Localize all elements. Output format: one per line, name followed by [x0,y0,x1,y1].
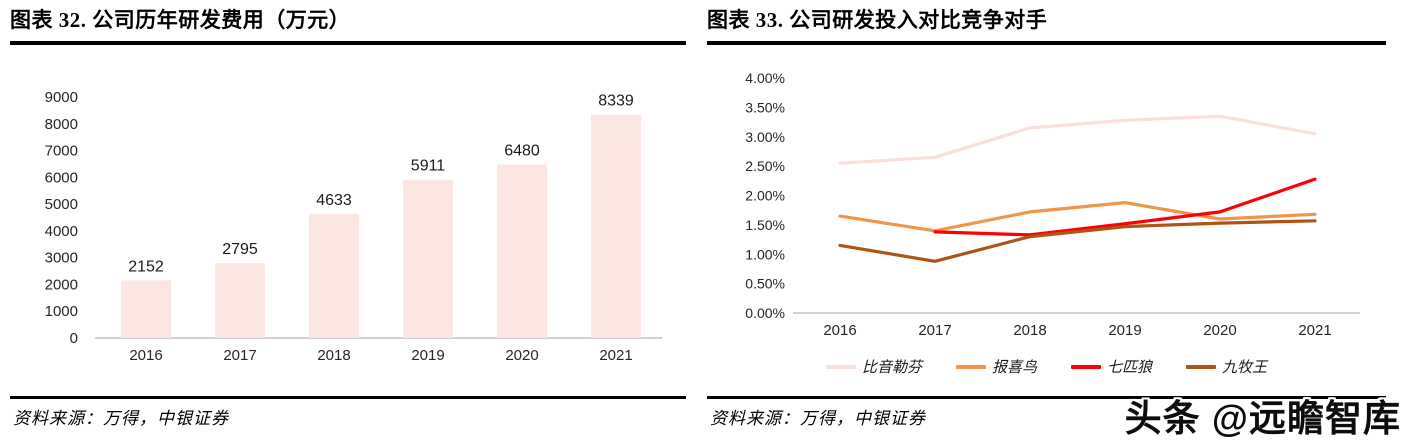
svg-text:4000: 4000 [45,223,78,240]
svg-text:9000: 9000 [45,89,78,106]
figure-32-title-rule [10,41,686,45]
series-line [838,201,1317,233]
legend-label: 比音勒芬 [861,360,922,376]
svg-text:1000: 1000 [45,303,78,320]
svg-text:2019: 2019 [411,347,444,364]
figure-33-footer-rule [707,396,1386,399]
figure-32-footer-rule [10,396,686,399]
figure-33-panel: 图表 33. 公司研发投入对比竞争对手 0.00% 0.50% 1.00% 1.50%… [707,0,1386,444]
series-line [933,177,1317,237]
svg-text:3.00%: 3.00% [745,129,785,145]
svg-text:4633: 4633 [316,192,352,209]
svg-text:2019: 2019 [1108,322,1141,339]
legend-line-swatch [1186,364,1217,369]
svg-text:1.00%: 1.00% [745,246,785,262]
bar-2021 [591,114,641,339]
legend-item: 九牧王 [1186,356,1267,377]
svg-text:2000: 2000 [45,276,78,293]
svg-text:2020: 2020 [505,347,538,364]
svg-text:2020: 2020 [1203,322,1236,339]
svg-text:2021: 2021 [1298,322,1331,339]
legend-item: 报喜鸟 [955,356,1037,377]
series-line [838,114,1317,165]
svg-text:7000: 7000 [45,143,78,160]
svg-text:8339: 8339 [598,93,634,110]
rd-ratio-line-chart: 0.00% 0.50% 1.00% 1.50% 2.00% 2.50% 3.00% 3.50%… [745,70,1360,339]
figure-32-title: 图表 32. 公司历年研发费用（万元） [10,8,351,32]
figure-33-title-rule [707,41,1386,45]
figure-33-title: 图表 33. 公司研发投入对比竞争对手 [707,8,1048,32]
legend-label: 九牧王 [1222,360,1268,376]
svg-text:6480: 6480 [504,142,540,159]
bar-2020 [497,164,547,338]
legend-line-swatch [1071,364,1101,369]
svg-text:2016: 2016 [823,322,856,339]
legend-item: 比音勒芬 [825,356,922,377]
figure-32-source: 资料来源：万得，中银证券 [13,409,229,428]
svg-text:2018: 2018 [317,347,350,364]
svg-text:2017: 2017 [918,322,951,339]
chart-legend: 比音勒芬 报喜鸟 七匹狼 九牧王 [707,356,1386,377]
svg-text:2016: 2016 [129,347,162,364]
svg-text:2.50%: 2.50% [745,158,785,174]
legend-line-swatch [825,364,856,369]
svg-text:2.00%: 2.00% [745,188,785,204]
rd-expense-bar-chart: 0 1000 2000 3000 4000 5000 6000 7000 8000 9000 215… [45,89,662,364]
bar-2018 [309,213,359,338]
svg-text:0.50%: 0.50% [745,276,785,292]
svg-text:1.50%: 1.50% [745,217,785,233]
svg-text:0: 0 [70,330,78,347]
svg-text:0.00%: 0.00% [745,305,785,321]
bar-2016 [121,280,171,338]
svg-text:6000: 6000 [45,169,78,186]
legend-item: 七匹狼 [1071,356,1152,377]
svg-text:2795: 2795 [222,241,258,258]
svg-text:5000: 5000 [45,196,78,213]
bar-2017 [215,263,265,338]
svg-text:8000: 8000 [45,116,78,133]
figure-33-source: 资料来源：万得，中银证券 [710,409,926,428]
svg-text:3.50%: 3.50% [745,99,785,115]
svg-text:5911: 5911 [411,158,446,175]
svg-text:2017: 2017 [223,347,256,364]
svg-text:3000: 3000 [45,250,78,267]
legend-label: 报喜鸟 [991,360,1037,376]
legend-label: 七匹狼 [1107,360,1153,376]
watermark: 头条 @远瞻智库 [1124,398,1401,439]
legend-line-swatch [955,364,986,369]
series-line [838,219,1317,263]
svg-text:2018: 2018 [1013,322,1046,339]
figure-32-panel: 图表 32. 公司历年研发费用（万元） 0 1000 2000 3000 4000 500… [10,0,686,444]
bar-2019 [403,179,453,338]
svg-text:2021: 2021 [599,347,632,364]
svg-text:4.00%: 4.00% [745,70,785,86]
svg-text:2152: 2152 [128,258,164,275]
